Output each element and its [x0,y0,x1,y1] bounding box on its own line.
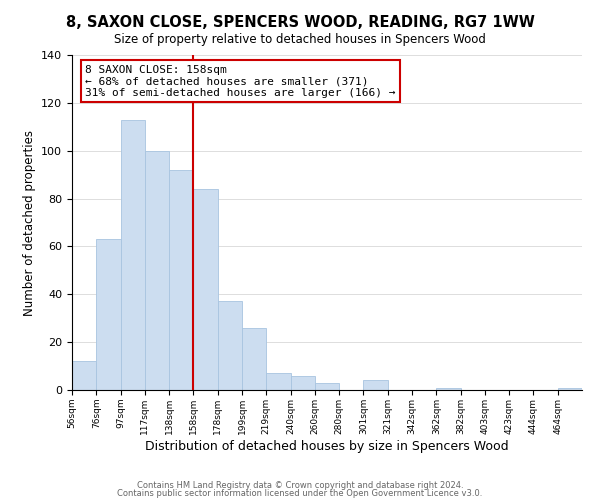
Bar [96,240,121,390]
Bar [364,380,388,390]
Bar [121,120,145,390]
Text: 8, SAXON CLOSE, SPENCERS WOOD, READING, RG7 1WW: 8, SAXON CLOSE, SPENCERS WOOD, READING, … [65,15,535,30]
Bar [72,362,96,390]
Text: Size of property relative to detached houses in Spencers Wood: Size of property relative to detached ho… [114,32,486,46]
Bar [266,373,290,390]
Bar [169,170,193,390]
Bar [558,388,582,390]
Text: 8 SAXON CLOSE: 158sqm
← 68% of detached houses are smaller (371)
31% of semi-det: 8 SAXON CLOSE: 158sqm ← 68% of detached … [85,64,396,98]
Bar [218,302,242,390]
Bar [436,388,461,390]
Bar [193,189,218,390]
Text: Contains HM Land Registry data © Crown copyright and database right 2024.: Contains HM Land Registry data © Crown c… [137,480,463,490]
Bar [242,328,266,390]
Bar [145,150,169,390]
Y-axis label: Number of detached properties: Number of detached properties [23,130,35,316]
Text: Contains public sector information licensed under the Open Government Licence v3: Contains public sector information licen… [118,489,482,498]
X-axis label: Distribution of detached houses by size in Spencers Wood: Distribution of detached houses by size … [145,440,509,452]
Bar [290,376,315,390]
Bar [315,383,339,390]
